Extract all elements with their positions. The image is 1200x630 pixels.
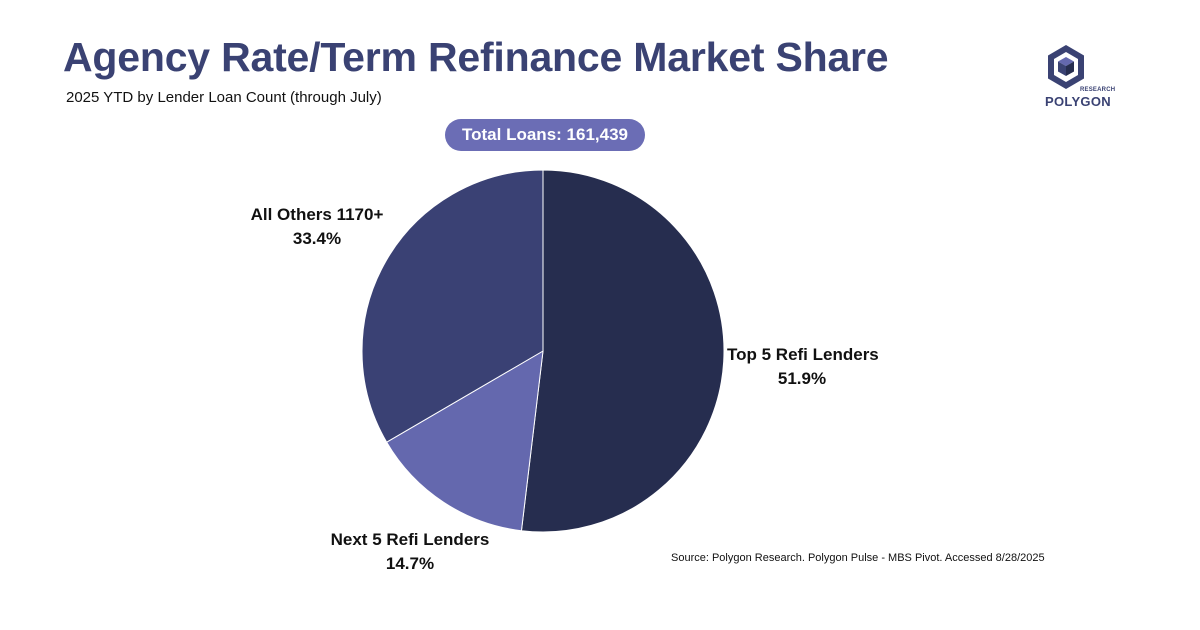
slice-value-top5: 51.9%: [777, 369, 827, 388]
slice-label-others: All Others 1170+ 33.4%: [236, 203, 398, 251]
total-loans-label: Total Loans: 161,439: [462, 125, 628, 144]
total-loans-badge: Total Loans: 161,439: [445, 119, 645, 151]
polygon-hexagon-icon: [1048, 45, 1084, 89]
slice-label-next5: Next 5 Refi Lenders 14.7%: [320, 528, 500, 576]
pie-slice-others: [361, 169, 544, 443]
page-subtitle: 2025 YTD by Lender Loan Count (through J…: [66, 89, 382, 106]
slice-label-top5: Top 5 Refi Lenders 51.9%: [727, 343, 879, 391]
slice-value-others: 33.4%: [292, 229, 342, 248]
logo-research-text: RESEARCH: [1080, 87, 1116, 93]
slice-name-others: All Others 1170+: [250, 205, 384, 224]
slice-name-top5: Top 5 Refi Lenders: [727, 345, 879, 364]
slice-name-next5: Next 5 Refi Lenders: [330, 530, 490, 549]
slice-value-next5: 14.7%: [385, 554, 435, 573]
polygon-logo: RESEARCH POLYGON: [1036, 44, 1120, 114]
source-note: Source: Polygon Research. Polygon Pulse …: [671, 552, 1045, 564]
pie-slice-next5: [385, 350, 544, 532]
logo-wordmark: POLYGON: [1045, 94, 1111, 109]
pie-slice-top5: [520, 169, 725, 533]
page-title: Agency Rate/Term Refinance Market Share: [63, 34, 889, 80]
pie-slices: [361, 169, 725, 533]
